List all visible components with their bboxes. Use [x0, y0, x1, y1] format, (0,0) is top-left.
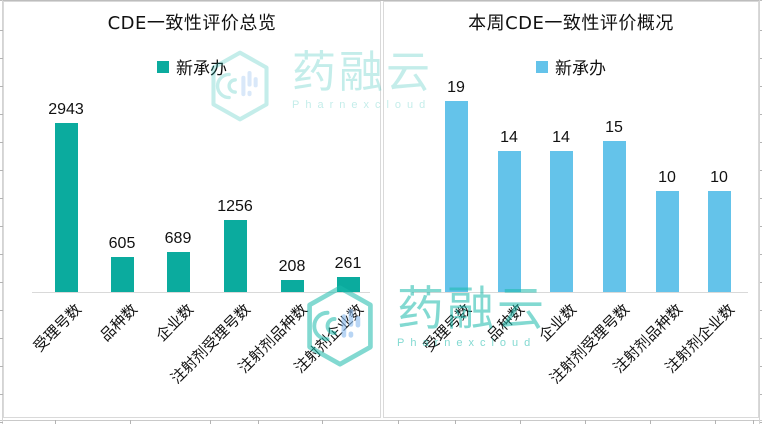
x-axis-category-label: 受理号数 [29, 300, 86, 356]
bar-value-label: 10 [658, 169, 676, 186]
plot-area: 2943 受理号数 605 品种数 689 企业数 1256 注射剂受理号数 208 注射剂品种数… [4, 2, 380, 417]
legend-marker-icon [157, 60, 169, 73]
bar-value-label: 605 [108, 235, 136, 252]
bar [550, 151, 573, 292]
weekly-chart-panel: 本周CDE一致性评价概况 新承办 19 受理号数 14 品种数 14 企业数 15 注射剂受理… [383, 1, 759, 418]
bar-value-label: 2943 [48, 101, 84, 118]
bar-value-label: 14 [552, 129, 570, 146]
bar-value-label: 19 [447, 79, 465, 96]
bar-value-label: 10 [710, 169, 728, 186]
plot-area: 19 受理号数 14 品种数 14 企业数 15 注射剂受理号数 10 注射剂品种数 10 注射剂企业… [384, 2, 758, 417]
chart-legend: 新承办 [4, 54, 380, 79]
bar [281, 280, 304, 292]
x-axis-category-label: 品种数 [483, 300, 529, 345]
x-axis-category-label: 企业数 [535, 300, 581, 345]
bar [656, 191, 679, 292]
chart-legend: 新承办 [384, 54, 758, 79]
chart-title: CDE一致性评价总览 [107, 13, 277, 34]
bar [337, 277, 360, 292]
x-axis-category-label: 品种数 [96, 300, 142, 345]
bar [498, 151, 521, 292]
x-axis-category-label: 受理号数 [419, 300, 476, 356]
overview-chart-panel: CDE一致性评价总览 新承办 2943 受理号数 605 品种数 689 企业数 1256 注… [3, 1, 381, 418]
bar [224, 220, 247, 292]
bar [603, 141, 626, 292]
bar [445, 101, 468, 292]
bar-value-label: 689 [164, 230, 192, 247]
x-axis-category-label: 企业数 [152, 300, 198, 345]
bar [111, 257, 134, 292]
bar [55, 123, 78, 292]
sheet-gridline-top [0, 0, 762, 1]
legend-label: 新承办 [555, 59, 606, 79]
sheet-gridline-bottom [0, 420, 762, 421]
sheet-gridline-left [2, 0, 3, 424]
sheet-gridline-right [759, 0, 760, 424]
bar [167, 252, 190, 292]
bar-value-label: 1256 [217, 198, 253, 215]
legend-label: 新承办 [176, 59, 227, 79]
bar [708, 191, 731, 292]
x-axis-line [412, 292, 748, 293]
bar-value-label: 208 [278, 258, 306, 275]
x-axis-line [32, 292, 370, 293]
legend-marker-icon [536, 60, 548, 73]
bar-value-label: 15 [605, 119, 623, 136]
bar-value-label: 261 [334, 255, 362, 272]
bar-value-label: 14 [500, 129, 518, 146]
chart-title: 本周CDE一致性评价概况 [468, 13, 674, 34]
